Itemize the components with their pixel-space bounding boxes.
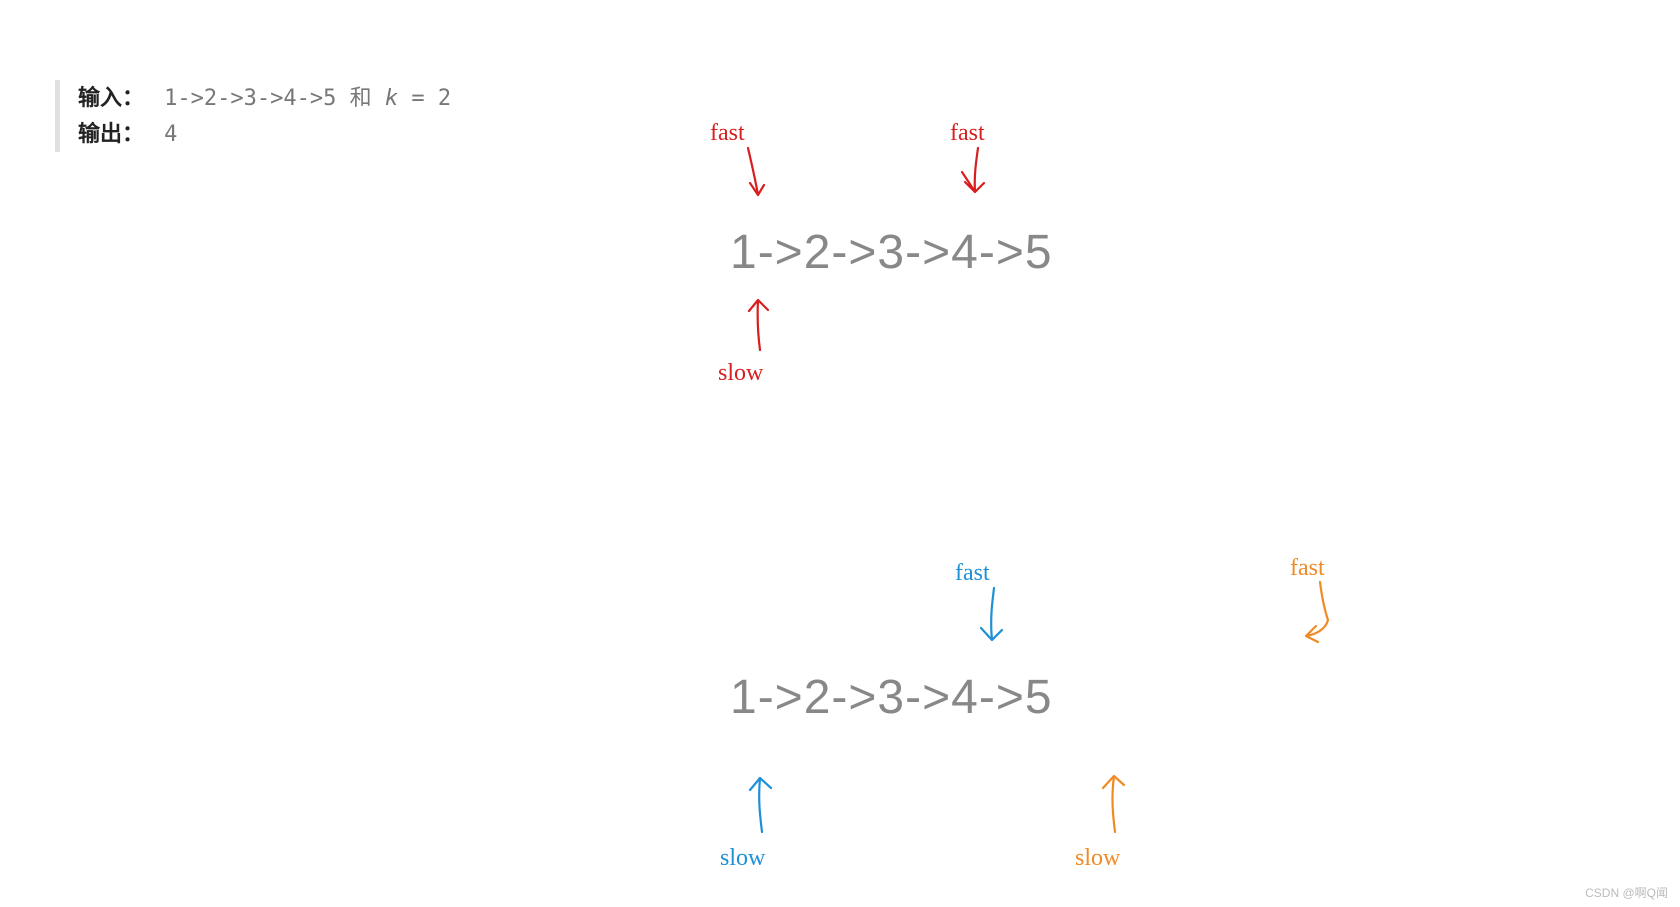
input-value: 1->2->3->4->5 和 k = 2 — [164, 86, 451, 111]
arrow-fast-bottom-blue-icon — [981, 588, 1002, 640]
label-fast-bottom-orange: fast — [1290, 555, 1325, 582]
input-label: 输入： — [78, 85, 144, 110]
arrow-slow-bottom-blue-icon — [750, 778, 771, 832]
example-output-row: 输出： 4 — [78, 116, 451, 152]
output-label: 输出： — [78, 121, 144, 146]
label-fast-bottom-blue: fast — [955, 560, 990, 587]
watermark: CSDN @啊Q闻 — [1585, 884, 1668, 901]
arrow-slow-bottom-orange-icon — [1103, 776, 1124, 832]
arrow-fast-top-2-icon — [962, 148, 984, 192]
label-fast-top-1: fast — [710, 120, 745, 147]
example-block: 输入： 1->2->3->4->5 和 k = 2 输出： 4 — [55, 80, 451, 152]
arrow-fast-top-1-icon — [748, 148, 764, 195]
arrow-fast-bottom-orange-icon — [1306, 582, 1328, 642]
label-slow-bottom-orange: slow — [1075, 845, 1120, 872]
example-input-row: 输入： 1->2->3->4->5 和 k = 2 — [78, 80, 451, 116]
output-value: 4 — [164, 122, 177, 147]
label-fast-top-2: fast — [950, 120, 985, 147]
label-slow-top: slow — [718, 360, 763, 387]
linked-list-bottom: 1->2->3->4->5 — [730, 670, 1053, 725]
arrow-slow-top-icon — [749, 300, 768, 350]
linked-list-top: 1->2->3->4->5 — [730, 225, 1053, 280]
label-slow-bottom-blue: slow — [720, 845, 765, 872]
